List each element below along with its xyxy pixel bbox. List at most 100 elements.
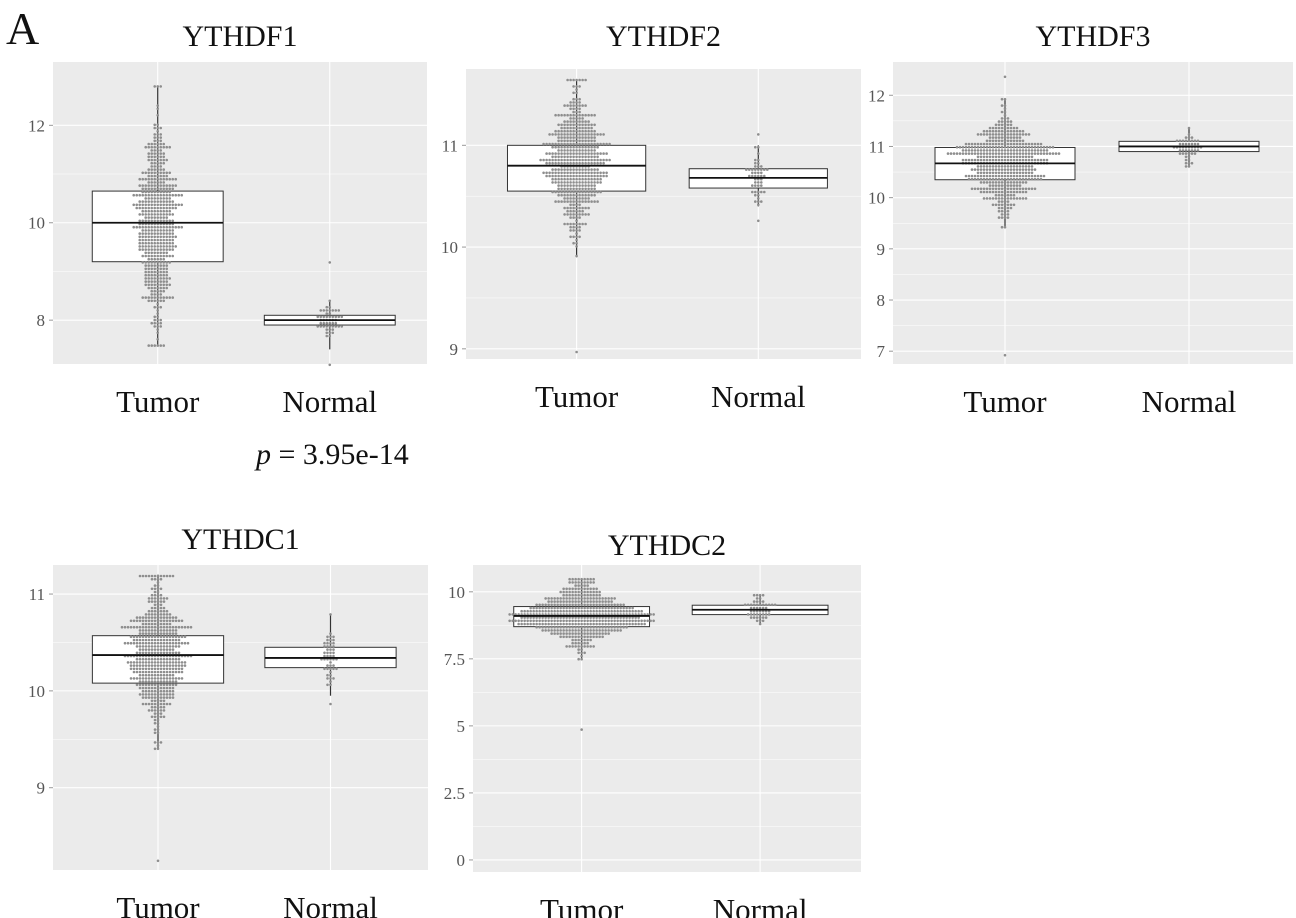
- data-point: [147, 181, 151, 184]
- data-point: [162, 661, 166, 664]
- data-point: [553, 603, 556, 607]
- data-point: [556, 606, 559, 610]
- data-point: [153, 712, 157, 715]
- data-point: [559, 597, 562, 600]
- data-point: [575, 110, 578, 114]
- data-point: [604, 616, 607, 619]
- data-point: [138, 645, 142, 648]
- data-point: [165, 238, 169, 242]
- data-point: [571, 587, 574, 591]
- data-point: [1015, 152, 1019, 155]
- data-point: [165, 664, 169, 667]
- data-point: [1009, 149, 1013, 152]
- data-point: [150, 267, 154, 271]
- data-point: [1024, 187, 1028, 191]
- data-point: [129, 619, 133, 623]
- data-point: [545, 161, 548, 165]
- data-point: [590, 152, 593, 155]
- data-point: [138, 661, 142, 664]
- data-point: [156, 245, 160, 248]
- data-point: [560, 142, 563, 146]
- data-point: [592, 635, 595, 639]
- data-point: [994, 197, 998, 200]
- data-point: [997, 200, 1001, 203]
- data-point: [186, 625, 190, 629]
- data-point: [1187, 161, 1191, 165]
- data-point: [587, 171, 590, 175]
- data-point: [596, 200, 599, 203]
- data-point: [141, 296, 145, 299]
- data-point: [156, 136, 160, 139]
- data-point: [601, 629, 604, 632]
- data-point: [566, 139, 569, 143]
- data-point: [997, 152, 1001, 155]
- data-point: [165, 197, 169, 200]
- data-point: [544, 619, 547, 623]
- data-point: [150, 251, 154, 255]
- data-point: [577, 619, 580, 623]
- data-point: [162, 651, 166, 655]
- data-point: [560, 123, 563, 127]
- data-point: [598, 606, 601, 610]
- data-point: [156, 344, 160, 347]
- data-point: [581, 126, 584, 130]
- data-point: [566, 152, 569, 155]
- data-point: [982, 142, 986, 146]
- data-point: [159, 219, 163, 223]
- data-point: [153, 264, 157, 267]
- data-point: [748, 174, 751, 178]
- data-point: [144, 680, 148, 683]
- data-point: [159, 293, 163, 296]
- data-point: [1033, 142, 1037, 146]
- data-point: [1024, 197, 1028, 200]
- data-point: [566, 177, 569, 181]
- data-point: [153, 133, 157, 136]
- data-point: [153, 721, 157, 725]
- data-point: [153, 149, 157, 152]
- data-point: [569, 203, 572, 207]
- data-point: [147, 280, 151, 283]
- data-point: [572, 161, 575, 165]
- data-point: [1190, 161, 1194, 165]
- data-point: [566, 181, 569, 184]
- data-point: [997, 126, 1001, 130]
- data-point: [976, 133, 980, 136]
- data-point: [979, 190, 983, 194]
- data-point: [156, 616, 160, 619]
- data-point: [556, 619, 559, 623]
- data-point: [153, 155, 157, 159]
- data-point: [147, 225, 151, 229]
- data-point: [589, 632, 592, 635]
- data-point: [162, 181, 166, 184]
- data-point: [616, 606, 619, 610]
- data-point: [584, 142, 587, 146]
- data-point: [973, 158, 977, 162]
- data-point: [1021, 158, 1025, 162]
- data-point: [162, 197, 166, 200]
- data-point: [1018, 158, 1022, 162]
- data-point: [985, 142, 989, 146]
- data-point: [153, 251, 157, 255]
- data-point: [970, 158, 974, 162]
- data-point: [165, 273, 169, 277]
- data-point: [1015, 139, 1019, 143]
- data-point: [165, 277, 169, 280]
- data-point: [596, 177, 599, 181]
- data-point: [156, 158, 160, 162]
- data-point: [1024, 165, 1028, 168]
- data-point: [569, 145, 572, 149]
- data-point: [168, 677, 172, 680]
- data-point: [572, 181, 575, 184]
- data-point: [991, 165, 995, 168]
- data-point: [551, 161, 554, 165]
- data-point: [1015, 145, 1019, 149]
- data-point: [162, 289, 166, 293]
- data-point: [1003, 206, 1007, 210]
- data-point: [159, 321, 163, 325]
- data-point: [340, 325, 344, 328]
- data-point: [590, 158, 593, 162]
- data-point: [1018, 184, 1022, 187]
- data-point: [985, 165, 989, 168]
- data-point: [571, 581, 574, 584]
- data-point: [757, 200, 760, 203]
